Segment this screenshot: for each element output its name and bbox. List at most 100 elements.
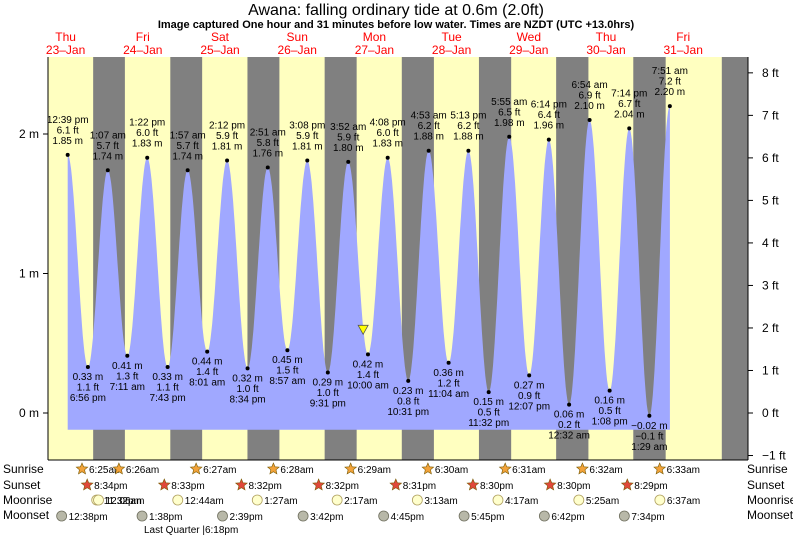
moonset-time: 2:39pm	[230, 512, 263, 523]
tide-extreme-point	[245, 366, 250, 371]
sunrise-icon	[575, 462, 589, 475]
tide-extreme-point	[667, 104, 672, 109]
day-name: Sat	[211, 30, 230, 44]
sunrise-time: 6:31am	[512, 465, 545, 476]
low-tide-label: 0.33 m	[152, 372, 183, 383]
high-tide-label: 5.9 ft	[296, 131, 318, 142]
day-date: 26–Jan	[278, 43, 317, 57]
tide-extreme-point	[205, 349, 210, 354]
tide-area	[67, 106, 670, 430]
high-tide-label: 1.96 m	[534, 121, 565, 132]
moonset-time: 3:42pm	[310, 512, 343, 523]
tide-extreme-point	[567, 402, 572, 407]
sunrise-icon	[266, 462, 280, 475]
tide-extreme-point	[346, 159, 351, 164]
moonset-time: 5:45pm	[471, 512, 504, 523]
sunrise-time: 6:26am	[126, 465, 159, 476]
tide-extreme-point	[65, 152, 70, 157]
tide-extreme-point	[607, 388, 612, 393]
low-tide-label: 1.5 ft	[276, 366, 298, 377]
high-tide-label: 1.80 m	[333, 143, 364, 154]
sunrise-icon	[75, 462, 89, 475]
day-name: Thu	[55, 30, 76, 44]
moonrise-time: 3:13am	[424, 496, 457, 507]
low-tide-label: 11:04 am	[428, 389, 469, 400]
tide-extreme-point	[125, 353, 130, 358]
day-name: Thu	[596, 30, 617, 44]
sunset-time: 8:34pm	[94, 481, 127, 492]
moonrise-time: 12:06am	[106, 496, 145, 507]
tide-extreme-point	[225, 158, 230, 163]
y-right-tick-label: 2 ft	[762, 321, 779, 335]
high-tide-label: 6.2 ft	[457, 121, 479, 132]
sunset-time: 8:29pm	[634, 481, 667, 492]
sunrise-time: 6:27am	[203, 465, 236, 476]
high-tide-label: 6.0 ft	[136, 128, 158, 139]
daylight-band	[665, 57, 722, 460]
day-date: 29–Jan	[509, 43, 548, 57]
moonset-icon	[538, 510, 550, 522]
high-tide-label: 1.81 m	[212, 142, 243, 153]
low-tide-label: 0.5 ft	[599, 406, 621, 417]
low-tide-label: −0.1 ft	[635, 431, 663, 442]
moonset-icon	[297, 510, 309, 522]
low-tide-label: 1.4 ft	[357, 370, 379, 381]
high-tide-label: 2.04 m	[614, 109, 645, 120]
y-right-tick-label: 5 ft	[762, 193, 779, 207]
high-tide-label: 7.2 ft	[659, 77, 681, 88]
low-tide-label: 0.45 m	[272, 355, 303, 366]
high-tide-label: 5.8 ft	[257, 138, 279, 149]
tide-extreme-point	[285, 348, 290, 353]
low-tide-label: 8:01 am	[189, 378, 225, 389]
high-tide-label: 3:08 pm	[289, 121, 325, 132]
low-tide-label: 0.15 m	[473, 397, 504, 408]
high-tide-label: 6.9 ft	[578, 91, 600, 102]
moonrise-time: 2:17am	[344, 496, 377, 507]
high-tide-label: 1.88 m	[413, 132, 444, 143]
axes: 2 m 1 m 0 m 8 ft 7 ft 6 ft 5 ft 4 ft 3 ft 2 ft 1 f…	[19, 57, 786, 463]
tide-extreme-point	[507, 134, 512, 139]
high-tide-label: 5.7 ft	[177, 141, 199, 152]
low-tide-label: 0.2 ft	[558, 420, 580, 431]
tide-extreme-point	[85, 364, 90, 369]
high-tide-label: 6.1 ft	[57, 125, 79, 136]
high-tide-label: 6.2 ft	[418, 121, 440, 132]
high-tide-label: 4:53 am	[411, 111, 447, 122]
tide-extreme-point	[486, 390, 491, 395]
sunrise-time: 6:28am	[280, 465, 313, 476]
day-name: Mon	[363, 30, 386, 44]
high-tide-label: 1.85 m	[52, 136, 83, 147]
low-tide-label: 0.8 ft	[397, 396, 419, 407]
moonrise-icon	[93, 494, 104, 506]
sunrise-time: 6:30am	[435, 465, 468, 476]
high-tide-label: 1.81 m	[292, 142, 323, 153]
low-tide-label: −0.02 m	[631, 421, 667, 432]
high-tide-label: 1:22 pm	[129, 118, 165, 129]
moonrise-icon	[654, 494, 666, 506]
high-tide-label: 1.74 m	[93, 151, 124, 162]
moonset-icon	[618, 510, 630, 522]
moonset-time: 12:38pm	[69, 512, 108, 523]
sunrise-time: 6:32am	[589, 465, 622, 476]
day-date: 31–Jan	[664, 43, 703, 57]
y-right-tick-label: 6 ft	[762, 151, 779, 165]
y-left-tick-label: 1 m	[19, 267, 39, 281]
tide-extreme-point	[385, 155, 390, 160]
high-tide-label: 7:51 am	[652, 66, 688, 77]
low-tide-label: 0.9 ft	[518, 391, 540, 402]
moonrise-time: 11:32pm	[104, 496, 142, 507]
high-tide-label: 5.9 ft	[337, 132, 359, 143]
low-tide-label: 1.1 ft	[77, 382, 99, 393]
sunset-row-label-left: Sunset	[3, 478, 41, 492]
moonrise-time: 4:17am	[505, 496, 538, 507]
low-tide-label: 11:32 pm	[468, 418, 509, 429]
day-name: Tue	[441, 30, 462, 44]
y-right-tick-label: 0 ft	[762, 406, 779, 420]
low-tide-label: 1.3 ft	[116, 371, 138, 382]
low-tide-label: 1.4 ft	[196, 367, 218, 378]
moon-phase-note: Last Quarter |6:18pm	[144, 525, 238, 536]
moonset-row-label-left: Moonset	[3, 508, 50, 522]
moonrise-time: 12:44am	[185, 496, 224, 507]
